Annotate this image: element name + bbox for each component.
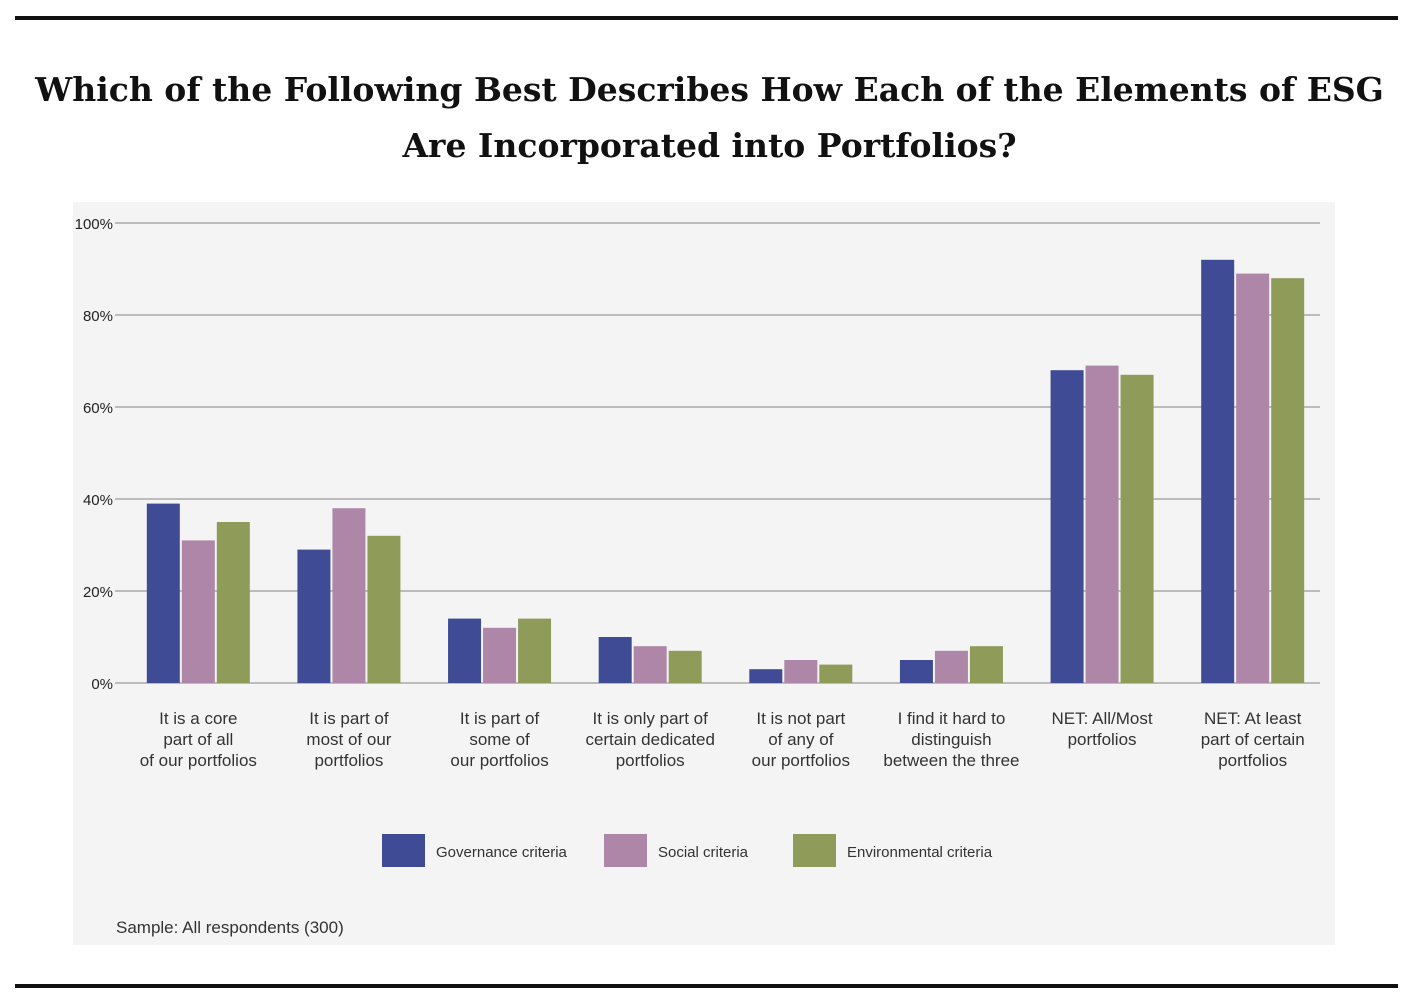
- y-tick-label: 20%: [83, 584, 113, 601]
- title-line-1: Which of the Following Best Describes Ho…: [35, 70, 1384, 109]
- bar: [297, 549, 331, 683]
- legend-label: Governance criteria: [436, 844, 568, 861]
- category-label: NET: At least part of certain portfolios: [1201, 709, 1305, 770]
- category-label: NET: All/Most portfolios: [1052, 709, 1153, 749]
- bar: [181, 540, 215, 683]
- bar: [1120, 374, 1154, 683]
- bar: [1271, 278, 1305, 683]
- bar: [1085, 365, 1119, 683]
- y-tick-label: 60%: [83, 400, 113, 417]
- category-label: It is only part of certain dedicated portf…: [585, 709, 714, 770]
- bar: [216, 522, 250, 683]
- bottom-rule: [15, 984, 1398, 988]
- bar: [749, 669, 783, 683]
- y-tick-label: 0%: [91, 676, 113, 693]
- y-tick-label: 40%: [83, 492, 113, 509]
- bar: [934, 650, 968, 683]
- bar: [668, 650, 702, 683]
- legend-swatch: [382, 834, 425, 867]
- bar: [448, 618, 482, 683]
- bar: [483, 627, 517, 683]
- bar: [332, 508, 366, 683]
- bar: [819, 664, 853, 683]
- bar: [1050, 370, 1084, 683]
- bar: [784, 660, 818, 683]
- bar: [1236, 273, 1270, 683]
- category-label: I find it hard to distinguish between the …: [883, 709, 1019, 770]
- y-tick-label: 100%: [75, 216, 113, 233]
- sample-note: Sample: All respondents (300): [116, 918, 344, 937]
- bar: [633, 646, 667, 683]
- bar: [969, 646, 1003, 683]
- legend-label: Environmental criteria: [847, 844, 993, 861]
- category-label: It is not part of any of our portfolios: [752, 709, 850, 770]
- title-line-2: Are Incorporated into Portfolios?: [402, 126, 1017, 165]
- chart-title: Which of the Following Best Describes Ho…: [20, 62, 1399, 174]
- bar: [1201, 259, 1235, 683]
- legend-label: Social criteria: [658, 844, 749, 861]
- legend-swatch: [604, 834, 647, 867]
- bar: [518, 618, 552, 683]
- top-rule: [15, 16, 1398, 20]
- category-label: It is part of some of our portfolios: [450, 709, 548, 770]
- category-label: It is a core part of all of our portfolios: [140, 709, 257, 770]
- bar: [899, 660, 933, 683]
- legend-swatch: [793, 834, 836, 867]
- bar: [367, 535, 401, 683]
- bar: [146, 503, 180, 683]
- bar: [598, 637, 632, 683]
- y-tick-label: 80%: [83, 308, 113, 325]
- category-label: It is part of most of our portfolios: [306, 709, 391, 770]
